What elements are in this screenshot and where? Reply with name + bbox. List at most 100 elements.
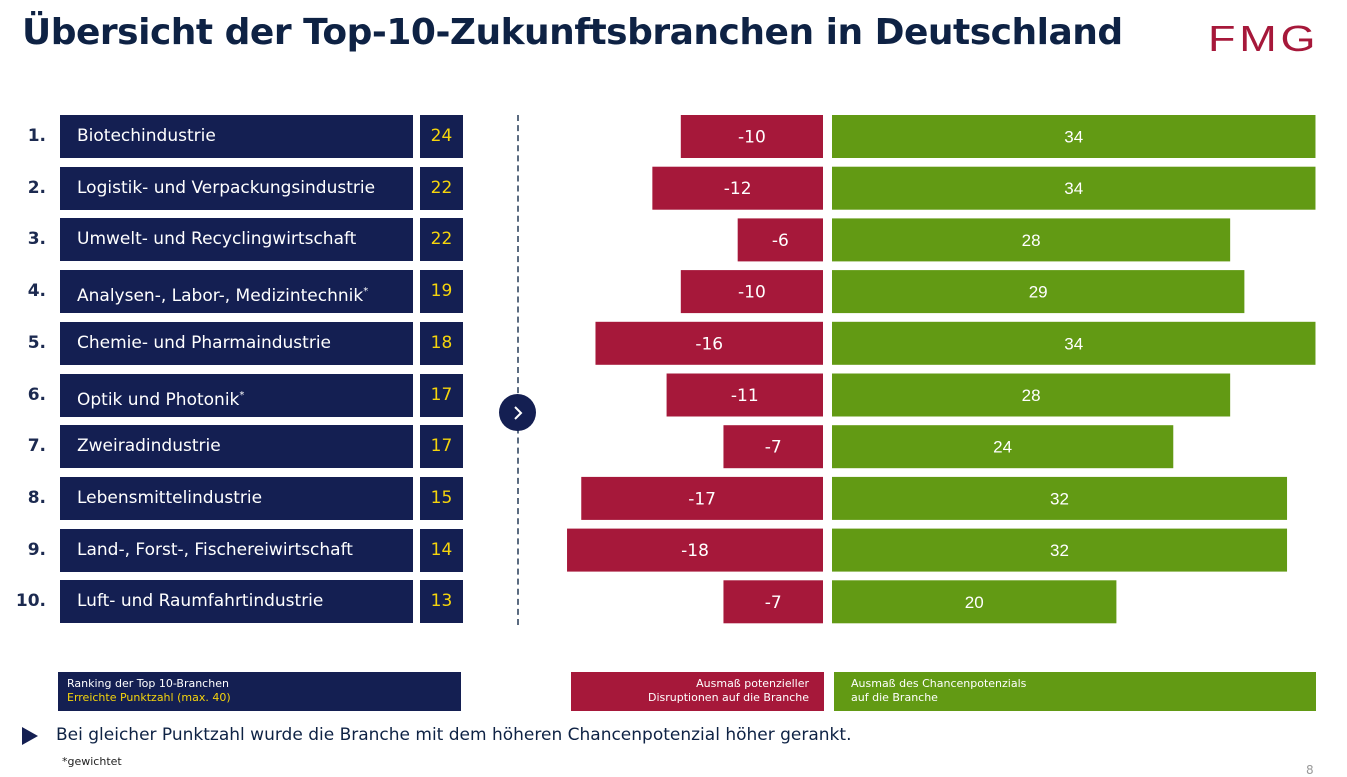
rank-number: 10. xyxy=(15,591,46,611)
opportunity-value-label: 24 xyxy=(993,438,1012,457)
opportunity-value-label: 34 xyxy=(1064,179,1083,198)
rank-number: 4. xyxy=(27,281,46,301)
next-arrow-button[interactable] xyxy=(499,394,536,431)
industry-name: Chemie- und Pharmaindustrie xyxy=(77,333,331,353)
opportunity-bar xyxy=(832,580,1117,624)
industry-name: Umwelt- und Recyclingwirtschaft xyxy=(77,229,357,249)
disruption-bar xyxy=(652,166,823,210)
disruption-value-label: -17 xyxy=(688,489,716,509)
score-box: 17 xyxy=(420,425,463,468)
rank-number: 9. xyxy=(27,540,46,560)
disruption-bar xyxy=(666,373,823,417)
tie-break-note: Bei gleicher Punktzahl wurde die Branche… xyxy=(56,725,852,745)
industry-name: Land-, Forst-, Fischereiwirtschaft xyxy=(77,540,353,560)
industry-name-box: Logistik- und Verpackungsindustrie xyxy=(60,167,413,210)
legend-ranking-label: Ranking der Top 10-Branchen xyxy=(67,677,229,690)
industry-name: Biotechindustrie xyxy=(77,126,216,146)
score-box: 24 xyxy=(420,115,463,158)
disruption-bar xyxy=(737,218,823,262)
score-box: 15 xyxy=(420,477,463,520)
rank-number: 1. xyxy=(27,126,46,146)
opportunity-bar xyxy=(832,476,1288,520)
opportunity-bar xyxy=(832,321,1316,365)
disruption-bar xyxy=(723,425,823,469)
score-box: 19 xyxy=(420,270,463,313)
industry-name-box: Optik und Photonik* xyxy=(60,374,413,417)
chevron-right-icon xyxy=(513,405,522,420)
disruption-bar xyxy=(680,115,823,158)
opportunity-value-label: 34 xyxy=(1064,334,1083,353)
weighted-marker: * xyxy=(363,286,369,297)
score-box: 17 xyxy=(420,374,463,417)
industry-name-box: Umwelt- und Recyclingwirtschaft xyxy=(60,218,413,261)
industry-name-box: Analysen-, Labor-, Medizintechnik* xyxy=(60,270,413,313)
disruption-value-label: -16 xyxy=(695,334,723,354)
legend-disruption-line2: Disruptionen auf die Branche xyxy=(648,691,809,704)
industry-name-box: Zweiradindustrie xyxy=(60,425,413,468)
disruption-bar xyxy=(595,321,823,365)
disruption-bar xyxy=(567,528,823,572)
score-box: 13 xyxy=(420,580,463,623)
page-number: 8 xyxy=(1306,763,1314,777)
disruption-value-label: -6 xyxy=(772,231,789,251)
industry-name-box: Luft- und Raumfahrtindustrie xyxy=(60,580,413,623)
industry-name: Lebensmittelindustrie xyxy=(77,488,263,508)
weighted-marker: * xyxy=(239,390,245,401)
rank-number: 5. xyxy=(27,333,46,353)
opportunity-bar xyxy=(832,425,1174,469)
legend-ranking: Ranking der Top 10-Branchen Erreichte Pu… xyxy=(58,672,461,711)
industry-name-box: Biotechindustrie xyxy=(60,115,413,158)
industry-name: Analysen-, Labor-, Medizintechnik xyxy=(77,286,364,306)
dashed-divider xyxy=(517,115,519,625)
disruption-bar xyxy=(723,580,823,624)
opportunity-bar xyxy=(832,528,1288,572)
opportunity-value-label: 20 xyxy=(965,593,984,612)
rank-number: 7. xyxy=(27,436,46,456)
disruption-value-label: -10 xyxy=(738,128,766,148)
fmg-logo: FMG xyxy=(1208,18,1320,59)
disruption-value-label: -18 xyxy=(681,541,709,561)
legend-opportunity-line1: Ausmaß des Chancenpotenzials xyxy=(851,677,1027,690)
rank-number: 3. xyxy=(27,229,46,249)
industry-name: Luft- und Raumfahrtindustrie xyxy=(77,591,324,611)
opportunity-value-label: 34 xyxy=(1064,128,1083,147)
opportunity-value-label: 32 xyxy=(1050,489,1069,508)
weighted-footnote: *gewichtet xyxy=(62,755,122,768)
rank-number: 8. xyxy=(27,488,46,508)
legend-opportunity: Ausmaß des Chancenpotenzials auf die Bra… xyxy=(834,672,1316,711)
industry-name: Optik und Photonik xyxy=(77,390,240,410)
industry-name-box: Chemie- und Pharmaindustrie xyxy=(60,322,413,365)
play-arrow-icon xyxy=(22,727,38,745)
disruption-value-label: -7 xyxy=(765,438,782,458)
industry-name-box: Lebensmittelindustrie xyxy=(60,477,413,520)
legend-disruption-line1: Ausmaß potenzieller xyxy=(696,677,809,690)
disruption-value-label: -12 xyxy=(724,179,752,199)
industry-name: Logistik- und Verpackungsindustrie xyxy=(77,178,376,198)
rank-number: 2. xyxy=(27,178,46,198)
opportunity-bar xyxy=(832,166,1316,210)
opportunity-bar xyxy=(832,270,1245,314)
disruption-value-label: -11 xyxy=(731,386,759,406)
legend-disruption: Ausmaß potenzieller Disruptionen auf die… xyxy=(571,672,824,711)
opportunity-value-label: 28 xyxy=(1022,386,1041,405)
opportunity-bar xyxy=(832,115,1316,158)
legend-opportunity-line2: auf die Branche xyxy=(851,691,938,704)
industry-name-box: Land-, Forst-, Fischereiwirtschaft xyxy=(60,529,413,572)
score-box: 18 xyxy=(420,322,463,365)
page-title: Übersicht der Top-10-Zukunftsbranchen in… xyxy=(22,12,1123,53)
disruption-value-label: -10 xyxy=(738,283,766,303)
industry-name: Zweiradindustrie xyxy=(77,436,221,456)
legend-score-label: Erreichte Punktzahl (max. 40) xyxy=(67,691,231,704)
score-box: 22 xyxy=(420,218,463,261)
disruption-bar xyxy=(680,270,823,314)
score-box: 22 xyxy=(420,167,463,210)
opportunity-bar xyxy=(832,373,1231,417)
score-box: 14 xyxy=(420,529,463,572)
opportunity-bar xyxy=(832,218,1231,262)
disruption-bar xyxy=(581,476,823,520)
rank-number: 6. xyxy=(27,385,46,405)
opportunity-value-label: 28 xyxy=(1022,231,1041,250)
opportunity-value-label: 29 xyxy=(1029,283,1048,302)
disruption-value-label: -7 xyxy=(765,593,782,613)
